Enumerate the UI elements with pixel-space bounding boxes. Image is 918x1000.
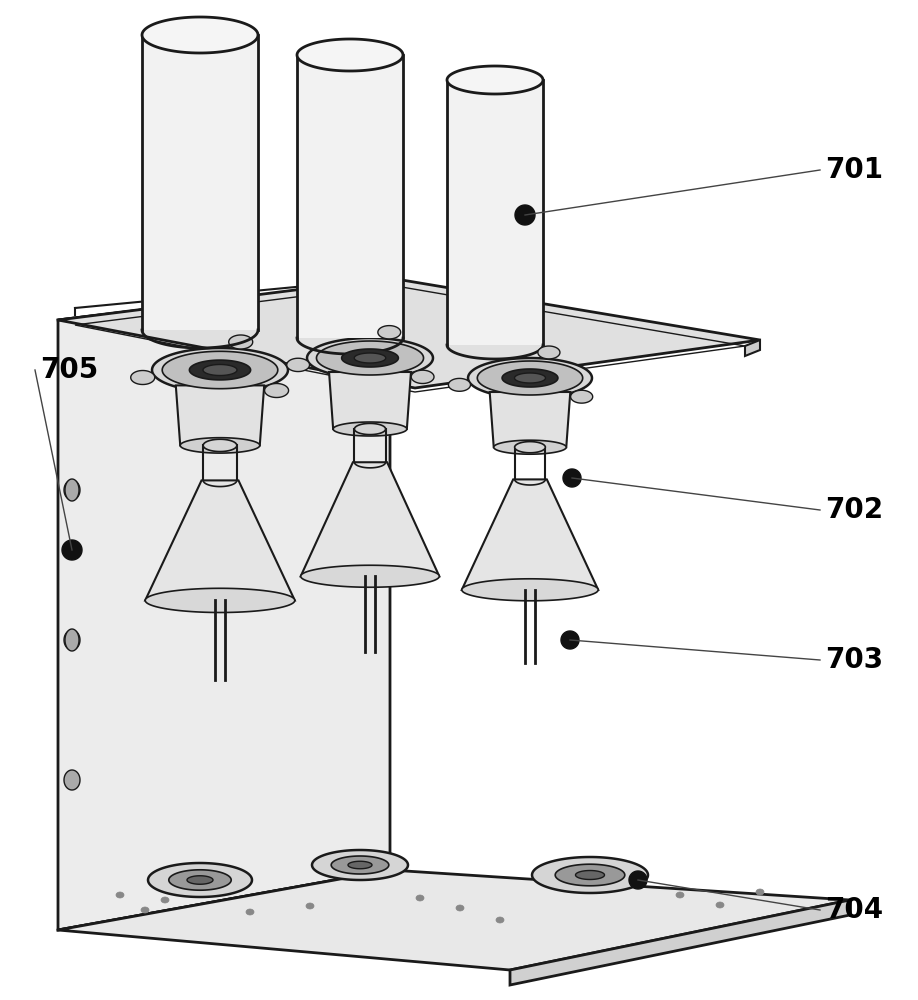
Polygon shape: [494, 440, 566, 454]
Polygon shape: [145, 588, 295, 612]
Polygon shape: [576, 871, 604, 879]
Polygon shape: [148, 863, 252, 897]
Polygon shape: [676, 892, 684, 898]
Polygon shape: [161, 897, 169, 903]
Polygon shape: [745, 340, 760, 356]
Text: 702: 702: [825, 496, 883, 524]
Polygon shape: [180, 438, 260, 453]
Polygon shape: [187, 876, 213, 884]
Polygon shape: [116, 892, 124, 898]
Polygon shape: [462, 579, 599, 601]
Polygon shape: [341, 349, 398, 367]
Polygon shape: [456, 905, 464, 911]
Text: 705: 705: [40, 356, 98, 384]
Polygon shape: [477, 361, 583, 395]
Polygon shape: [62, 540, 82, 560]
Polygon shape: [203, 439, 237, 452]
Polygon shape: [447, 80, 543, 345]
Polygon shape: [246, 909, 254, 915]
Polygon shape: [515, 205, 535, 225]
Polygon shape: [306, 903, 314, 909]
Polygon shape: [354, 423, 386, 435]
Polygon shape: [203, 365, 237, 375]
Polygon shape: [229, 335, 252, 349]
Polygon shape: [629, 871, 647, 889]
Polygon shape: [64, 480, 80, 500]
Polygon shape: [468, 358, 592, 398]
Polygon shape: [502, 369, 558, 387]
Polygon shape: [561, 631, 579, 649]
Polygon shape: [65, 629, 79, 651]
Polygon shape: [142, 35, 258, 330]
Polygon shape: [329, 372, 411, 429]
Polygon shape: [447, 66, 543, 94]
Polygon shape: [312, 850, 408, 880]
Polygon shape: [317, 341, 423, 375]
Polygon shape: [162, 351, 278, 389]
Text: 703: 703: [825, 646, 883, 674]
Polygon shape: [307, 338, 433, 378]
Polygon shape: [58, 278, 760, 388]
Polygon shape: [58, 870, 850, 970]
Text: 701: 701: [825, 156, 883, 184]
Polygon shape: [378, 326, 400, 339]
Polygon shape: [571, 390, 593, 403]
Polygon shape: [416, 895, 424, 901]
Polygon shape: [152, 348, 288, 392]
Polygon shape: [514, 373, 545, 383]
Polygon shape: [563, 469, 581, 487]
Polygon shape: [58, 280, 390, 930]
Polygon shape: [264, 384, 288, 398]
Polygon shape: [286, 358, 309, 372]
Polygon shape: [333, 422, 407, 436]
Polygon shape: [189, 360, 251, 380]
Polygon shape: [538, 346, 560, 359]
Polygon shape: [532, 857, 648, 893]
Polygon shape: [64, 770, 80, 790]
Polygon shape: [496, 917, 504, 923]
Polygon shape: [169, 870, 231, 890]
Polygon shape: [411, 370, 434, 383]
Polygon shape: [354, 353, 386, 363]
Polygon shape: [130, 371, 155, 385]
Polygon shape: [297, 55, 403, 338]
Polygon shape: [297, 39, 403, 71]
Polygon shape: [555, 864, 625, 886]
Polygon shape: [145, 480, 295, 600]
Polygon shape: [331, 856, 389, 874]
Polygon shape: [64, 630, 80, 650]
Polygon shape: [462, 479, 599, 590]
Polygon shape: [716, 902, 724, 908]
Polygon shape: [176, 385, 264, 445]
Polygon shape: [448, 378, 471, 391]
Polygon shape: [142, 17, 258, 53]
Polygon shape: [65, 479, 79, 501]
Text: 704: 704: [825, 896, 883, 924]
Polygon shape: [515, 442, 545, 453]
Polygon shape: [489, 392, 570, 447]
Polygon shape: [756, 889, 764, 895]
Polygon shape: [141, 907, 149, 913]
Polygon shape: [301, 462, 440, 576]
Polygon shape: [510, 900, 850, 985]
Polygon shape: [348, 861, 372, 869]
Polygon shape: [301, 565, 440, 587]
